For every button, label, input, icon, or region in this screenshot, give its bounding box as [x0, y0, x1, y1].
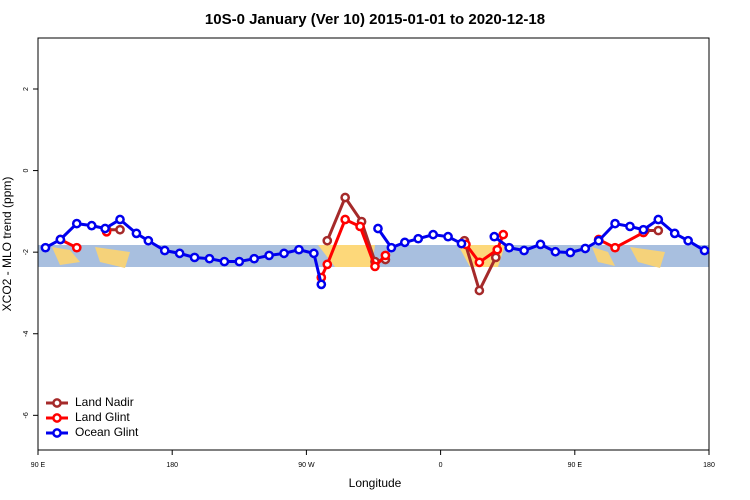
land-patch [592, 247, 665, 268]
point [100, 223, 110, 234]
legend-marker [52, 428, 62, 438]
land-patch [52, 247, 130, 268]
x-tick-label: 180 [703, 462, 715, 469]
point [322, 235, 333, 246]
point [219, 256, 230, 267]
point [115, 214, 125, 225]
point [519, 245, 529, 256]
point [264, 250, 274, 261]
point [355, 221, 365, 232]
point [71, 218, 82, 229]
point [279, 248, 289, 259]
point [340, 192, 351, 203]
point [610, 218, 620, 229]
x-tick-label: 90 E [568, 462, 583, 469]
point [456, 238, 467, 249]
point [294, 244, 304, 255]
point [653, 214, 664, 225]
x-tick-label: 180 [166, 462, 178, 469]
point [40, 242, 51, 253]
point [580, 243, 591, 254]
point [189, 252, 200, 263]
point [638, 224, 649, 235]
plot-frame [37, 37, 710, 451]
point [55, 234, 66, 245]
point [474, 257, 485, 268]
point [380, 250, 391, 261]
y-axis-label: XCO2 - MLO trend (ppm) [0, 177, 14, 312]
point [386, 242, 397, 253]
legend-label: Ocean Glint [75, 425, 139, 439]
point [159, 245, 170, 256]
legend-marker [52, 413, 62, 423]
legend-label: Land Glint [75, 410, 130, 424]
point [625, 221, 635, 232]
point [322, 259, 333, 270]
point [115, 224, 125, 235]
chart-title: 10S-0 January (Ver 10) 2015-01-01 to 202… [205, 11, 545, 28]
point [492, 244, 503, 255]
point [669, 228, 680, 239]
point [474, 285, 485, 296]
y-tick-label: 0 [23, 169, 30, 173]
point [249, 253, 260, 264]
point [504, 242, 515, 253]
point [309, 248, 319, 259]
point [204, 253, 215, 264]
point [653, 225, 664, 236]
point [550, 246, 561, 257]
x-tick-label: 0 [439, 462, 443, 469]
point [86, 220, 97, 231]
legend-label: Land Nadir [75, 395, 134, 409]
point [699, 245, 710, 256]
legend-marker [52, 398, 62, 408]
series-line [59, 217, 645, 279]
point [174, 248, 185, 259]
point [443, 231, 453, 242]
point [535, 239, 546, 250]
point [490, 252, 501, 263]
point [370, 261, 380, 272]
point [428, 229, 438, 240]
series-line [106, 194, 659, 295]
point [683, 235, 693, 246]
point [593, 235, 604, 246]
point [498, 229, 509, 240]
y-tick-label: -2 [23, 249, 30, 255]
x-tick-label: 90 E [31, 462, 46, 469]
point [71, 242, 82, 253]
y-tick-label: 2 [23, 87, 30, 91]
y-tick-label: -6 [23, 412, 30, 418]
x-tick-label: 90 W [298, 462, 315, 469]
point [234, 256, 245, 267]
point [413, 233, 424, 244]
point [316, 279, 327, 290]
point [131, 228, 142, 239]
point [610, 242, 620, 253]
point [399, 237, 410, 248]
y-tick-label: -4 [23, 331, 30, 337]
point [340, 214, 351, 225]
point [373, 223, 383, 234]
point [565, 247, 576, 258]
x-axis-label: Longitude [349, 476, 402, 490]
point [489, 231, 500, 242]
point [143, 235, 154, 246]
